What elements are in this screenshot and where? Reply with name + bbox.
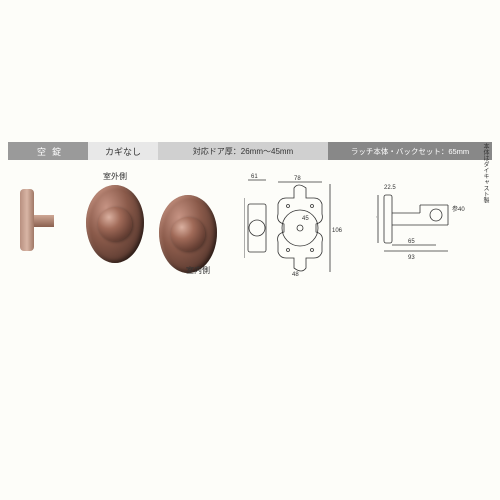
dim-width: 78: [294, 176, 301, 182]
dim-plate-w: 22.5: [384, 185, 396, 191]
dim-plate-h: 57: [376, 217, 377, 223]
knob-ball-outdoor: [98, 207, 132, 241]
front-elevation-diagram: 78 61 106 45 48: [244, 170, 364, 280]
latch-photo: [20, 189, 62, 253]
knob-ball-indoor: [171, 217, 205, 251]
outdoor-side-label: 室外側: [103, 171, 127, 182]
dim-circle: 45: [302, 216, 309, 222]
latch-plate-face: [20, 189, 34, 251]
dim-backset: 65: [408, 239, 415, 245]
material-note: 本体はダイキャスト製: [481, 143, 490, 203]
product-photo-area: 室外側 室内側: [8, 165, 238, 285]
lock-type-label: 空錠: [8, 142, 88, 160]
dim-knob-w: 48: [292, 272, 299, 278]
dim-bolt: 参40: [452, 205, 465, 213]
knob-indoor: [153, 193, 223, 275]
dim-top: 61: [251, 174, 258, 180]
knob-outdoor: [80, 183, 150, 265]
key-presence-label: カギなし: [88, 142, 158, 160]
latch-side-diagram: 93 65 57 参40 22.5: [376, 175, 486, 275]
latch-backset-label: ラッチ本体・バックセット：65mm: [328, 142, 492, 160]
latch-bolt: [34, 215, 54, 227]
product-content-row: 室外側 室内側 78 61 106 45: [8, 165, 492, 285]
dim-total-length: 93: [408, 255, 415, 261]
spec-header-bar: 空錠 カギなし 対応ドア厚：26mm～45mm ラッチ本体・バックセット：65m…: [8, 142, 492, 160]
indoor-side-label: 室内側: [186, 265, 210, 276]
technical-drawings: 78 61 106 45 48 93 65 57 参40 22.5: [238, 165, 492, 285]
dim-height: 106: [332, 228, 343, 234]
door-thickness-label: 対応ドア厚：26mm～45mm: [158, 142, 328, 160]
